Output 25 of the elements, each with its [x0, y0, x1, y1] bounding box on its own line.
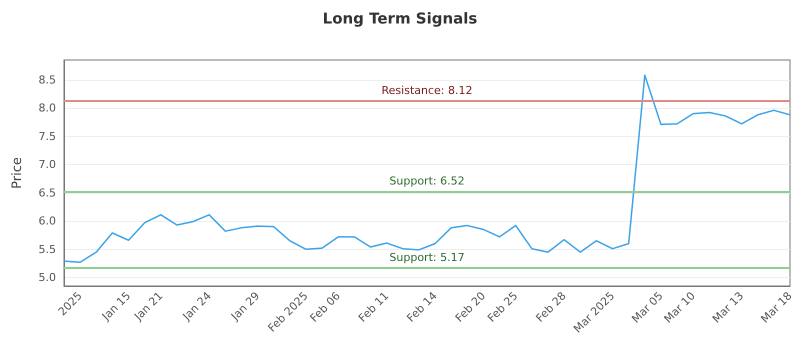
x-tick-label: Feb 06 [308, 289, 343, 325]
x-tick-label: Mar 13 [710, 289, 746, 326]
y-tick-label: 5.5 [38, 242, 56, 256]
x-tick-label: Mar 18 [758, 289, 795, 326]
x-tick-label: Jan 15 [98, 289, 134, 324]
y-tick-label: 5.0 [38, 271, 56, 284]
x-tick-label: Feb 14 [404, 289, 440, 325]
x-tick-label: Feb 28 [533, 289, 569, 325]
x-tick-label: Jan 24 [180, 289, 214, 324]
ref-line-label: Resistance: 8.12 [382, 84, 472, 98]
ref-line-label: Support: 5.17 [389, 250, 465, 264]
y-tick-label: 8.5 [38, 73, 56, 86]
y-tick-label: 8.0 [38, 102, 56, 115]
x-tick-label: Jan 21 [131, 289, 166, 324]
chart-title: Long Term Signals [322, 10, 478, 28]
ref-line-label: Support: 6.52 [389, 174, 465, 188]
y-tick-label: 6.5 [38, 186, 56, 200]
y-tick-label: 7.0 [38, 158, 56, 172]
y-tick-label: 7.5 [38, 130, 56, 143]
x-tick-label: Feb 11 [356, 289, 392, 325]
line-series [63, 74, 791, 264]
y-axis-title: Price [10, 157, 25, 189]
y-tick-label: 6.0 [38, 214, 56, 228]
x-tick-label: Mar 10 [662, 289, 698, 326]
x-tick-label: Jan 29 [228, 289, 262, 324]
